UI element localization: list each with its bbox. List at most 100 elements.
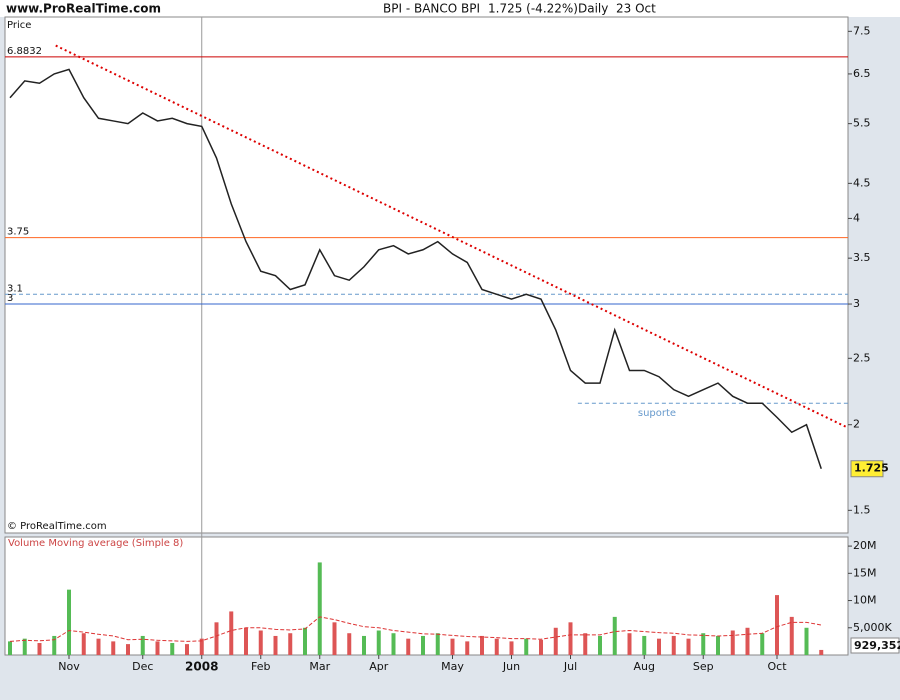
volume-bar — [170, 643, 175, 655]
quote: 1.725 (-4.22%) — [488, 2, 578, 16]
last-price-box — [850, 460, 884, 478]
volume-bar — [155, 641, 160, 655]
x-tick-label: Aug — [634, 660, 655, 673]
site: www.ProRealTime.com — [6, 2, 161, 16]
volume-bar — [273, 635, 278, 655]
period: Daily 23 Oct — [578, 2, 656, 16]
y-tick-label: 5,000K — [853, 621, 892, 634]
level-label: 6.8832 — [7, 46, 42, 57]
volume-bar — [362, 635, 366, 655]
y-tick-label: 1.5 — [853, 503, 871, 516]
volume-panel — [4, 536, 849, 656]
x-tick-label: Apr — [369, 660, 389, 673]
volume-bar — [96, 638, 101, 655]
volume-bar — [391, 633, 396, 655]
x-tick-label: May — [441, 660, 464, 673]
volume-bar — [244, 627, 248, 655]
volume-bar — [111, 641, 116, 655]
volume-bar — [686, 638, 691, 655]
volume-bar — [229, 611, 234, 655]
y-tick-label: 2 — [853, 418, 860, 431]
last-volume-box — [850, 637, 900, 654]
volume-bar — [450, 638, 455, 655]
volume-bar — [553, 627, 558, 655]
volume-bar — [819, 649, 824, 655]
header-bar — [0, 0, 900, 17]
volume-bar — [37, 643, 42, 655]
volume-bar — [480, 635, 484, 655]
volume-bar — [52, 635, 57, 655]
volume-bar — [67, 589, 71, 655]
y-tick-label: 15M — [853, 566, 877, 579]
y-tick-label: 3.5 — [853, 251, 871, 264]
volume-bar — [524, 638, 529, 655]
y-tick-label: 20M — [853, 539, 877, 552]
volume-bar — [435, 633, 440, 655]
volume-bar — [789, 616, 794, 655]
volume-bar — [376, 630, 381, 655]
volume-bar — [745, 627, 750, 655]
level-label: 3 — [7, 293, 13, 304]
x-tick-label: Dec — [132, 660, 153, 673]
volume-bar — [22, 638, 27, 655]
volume-bar — [288, 633, 293, 655]
y-tick-label: 4.5 — [853, 176, 871, 189]
y-tick-label: 10M — [853, 594, 877, 607]
title: BPI - BANCO BPI — [383, 2, 480, 16]
volume-bar — [214, 622, 219, 655]
volume-bar — [8, 641, 12, 655]
volume-bar — [140, 635, 145, 655]
panel-label: Price — [7, 20, 31, 31]
volume-bar — [494, 638, 499, 655]
x-tick-label: Mar — [309, 660, 330, 673]
volume-bar — [258, 630, 263, 655]
last-volume-label: 929,352 — [854, 639, 900, 652]
volume-bar — [568, 622, 573, 655]
volume-bar — [421, 635, 425, 655]
volume-bar — [332, 622, 337, 655]
volume-bar — [701, 633, 706, 655]
volume-bar — [317, 562, 322, 655]
y-tick-label: 7.5 — [853, 24, 871, 37]
y-tick-label: 6.5 — [853, 67, 871, 80]
footer: © ProRealTime.com — [7, 521, 107, 532]
volume-bar — [804, 627, 809, 655]
y-tick-label: 2.5 — [853, 351, 871, 364]
volume-bar — [657, 638, 661, 655]
volume-bar — [671, 635, 676, 655]
x-tick-label: Sep — [693, 660, 714, 673]
volume-bar — [126, 644, 130, 655]
volume-bar — [760, 633, 765, 655]
volume-bar — [81, 633, 86, 655]
panel-label: Volume Moving average (Simple 8) — [8, 538, 183, 549]
volume-bar — [642, 635, 647, 655]
volume-bar — [303, 627, 307, 655]
volume-bar — [583, 633, 588, 655]
volume-bar — [185, 644, 189, 655]
x-tick-label: Feb — [251, 660, 270, 673]
trendline — [55, 44, 849, 429]
last-price-label: 1.725 — [854, 462, 889, 475]
volume-bar — [406, 638, 411, 655]
moving-average — [9, 616, 822, 642]
level-label: 3.1 — [7, 283, 23, 294]
volume-bar — [730, 630, 735, 655]
volume-bar — [347, 633, 352, 655]
volume-bar — [465, 641, 470, 655]
x-tick-label: Jun — [502, 660, 520, 673]
volume-bar — [199, 638, 204, 655]
x-tick-label: Oct — [767, 660, 787, 673]
volume-bar — [775, 595, 779, 655]
x-tick-label: Jul — [563, 660, 577, 673]
volume-bar — [716, 635, 720, 655]
y-tick-label: 5.5 — [853, 117, 871, 130]
support-label: suporte — [638, 408, 676, 419]
volume-bar — [509, 641, 514, 655]
y-tick-label: 4 — [853, 211, 860, 224]
price-line — [9, 68, 822, 469]
x-tick-label: Nov — [58, 660, 80, 673]
volume-bar — [627, 633, 632, 655]
x-tick-label: 2008 — [185, 660, 218, 674]
y-tick-label: 3 — [853, 297, 860, 310]
level-label: 3.75 — [7, 227, 29, 238]
